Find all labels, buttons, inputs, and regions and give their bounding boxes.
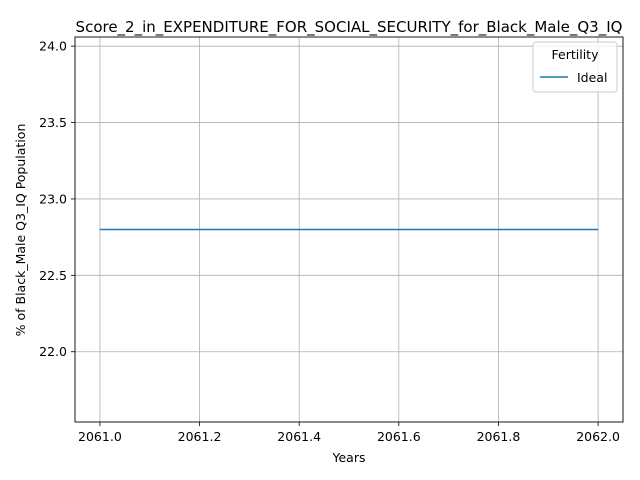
x-tick-label: 2061.2 <box>178 429 222 444</box>
legend-title: Fertility <box>552 47 600 62</box>
chart-title: Score_2_in_EXPENDITURE_FOR_SOCIAL_SECURI… <box>76 18 623 37</box>
x-tick-label: 2061.6 <box>377 429 421 444</box>
x-tick-label: 2061.8 <box>477 429 521 444</box>
y-tick-label: 23.5 <box>39 115 67 130</box>
x-axis-label: Years <box>332 450 366 465</box>
y-tick-label: 22.0 <box>39 344 67 359</box>
legend: Fertility Ideal <box>533 42 617 92</box>
y-tick-label: 22.5 <box>39 268 67 283</box>
x-tick-label: 2061.0 <box>78 429 122 444</box>
x-tick-label: 2062.0 <box>576 429 620 444</box>
y-tick-label: 23.0 <box>39 191 67 206</box>
x-tick-label: 2061.4 <box>277 429 321 444</box>
y-tick-label: 24.0 <box>39 39 67 54</box>
legend-entry-ideal: Ideal <box>577 70 607 85</box>
y-axis-label: % of Black_Male Q3_IQ Population <box>13 124 28 337</box>
